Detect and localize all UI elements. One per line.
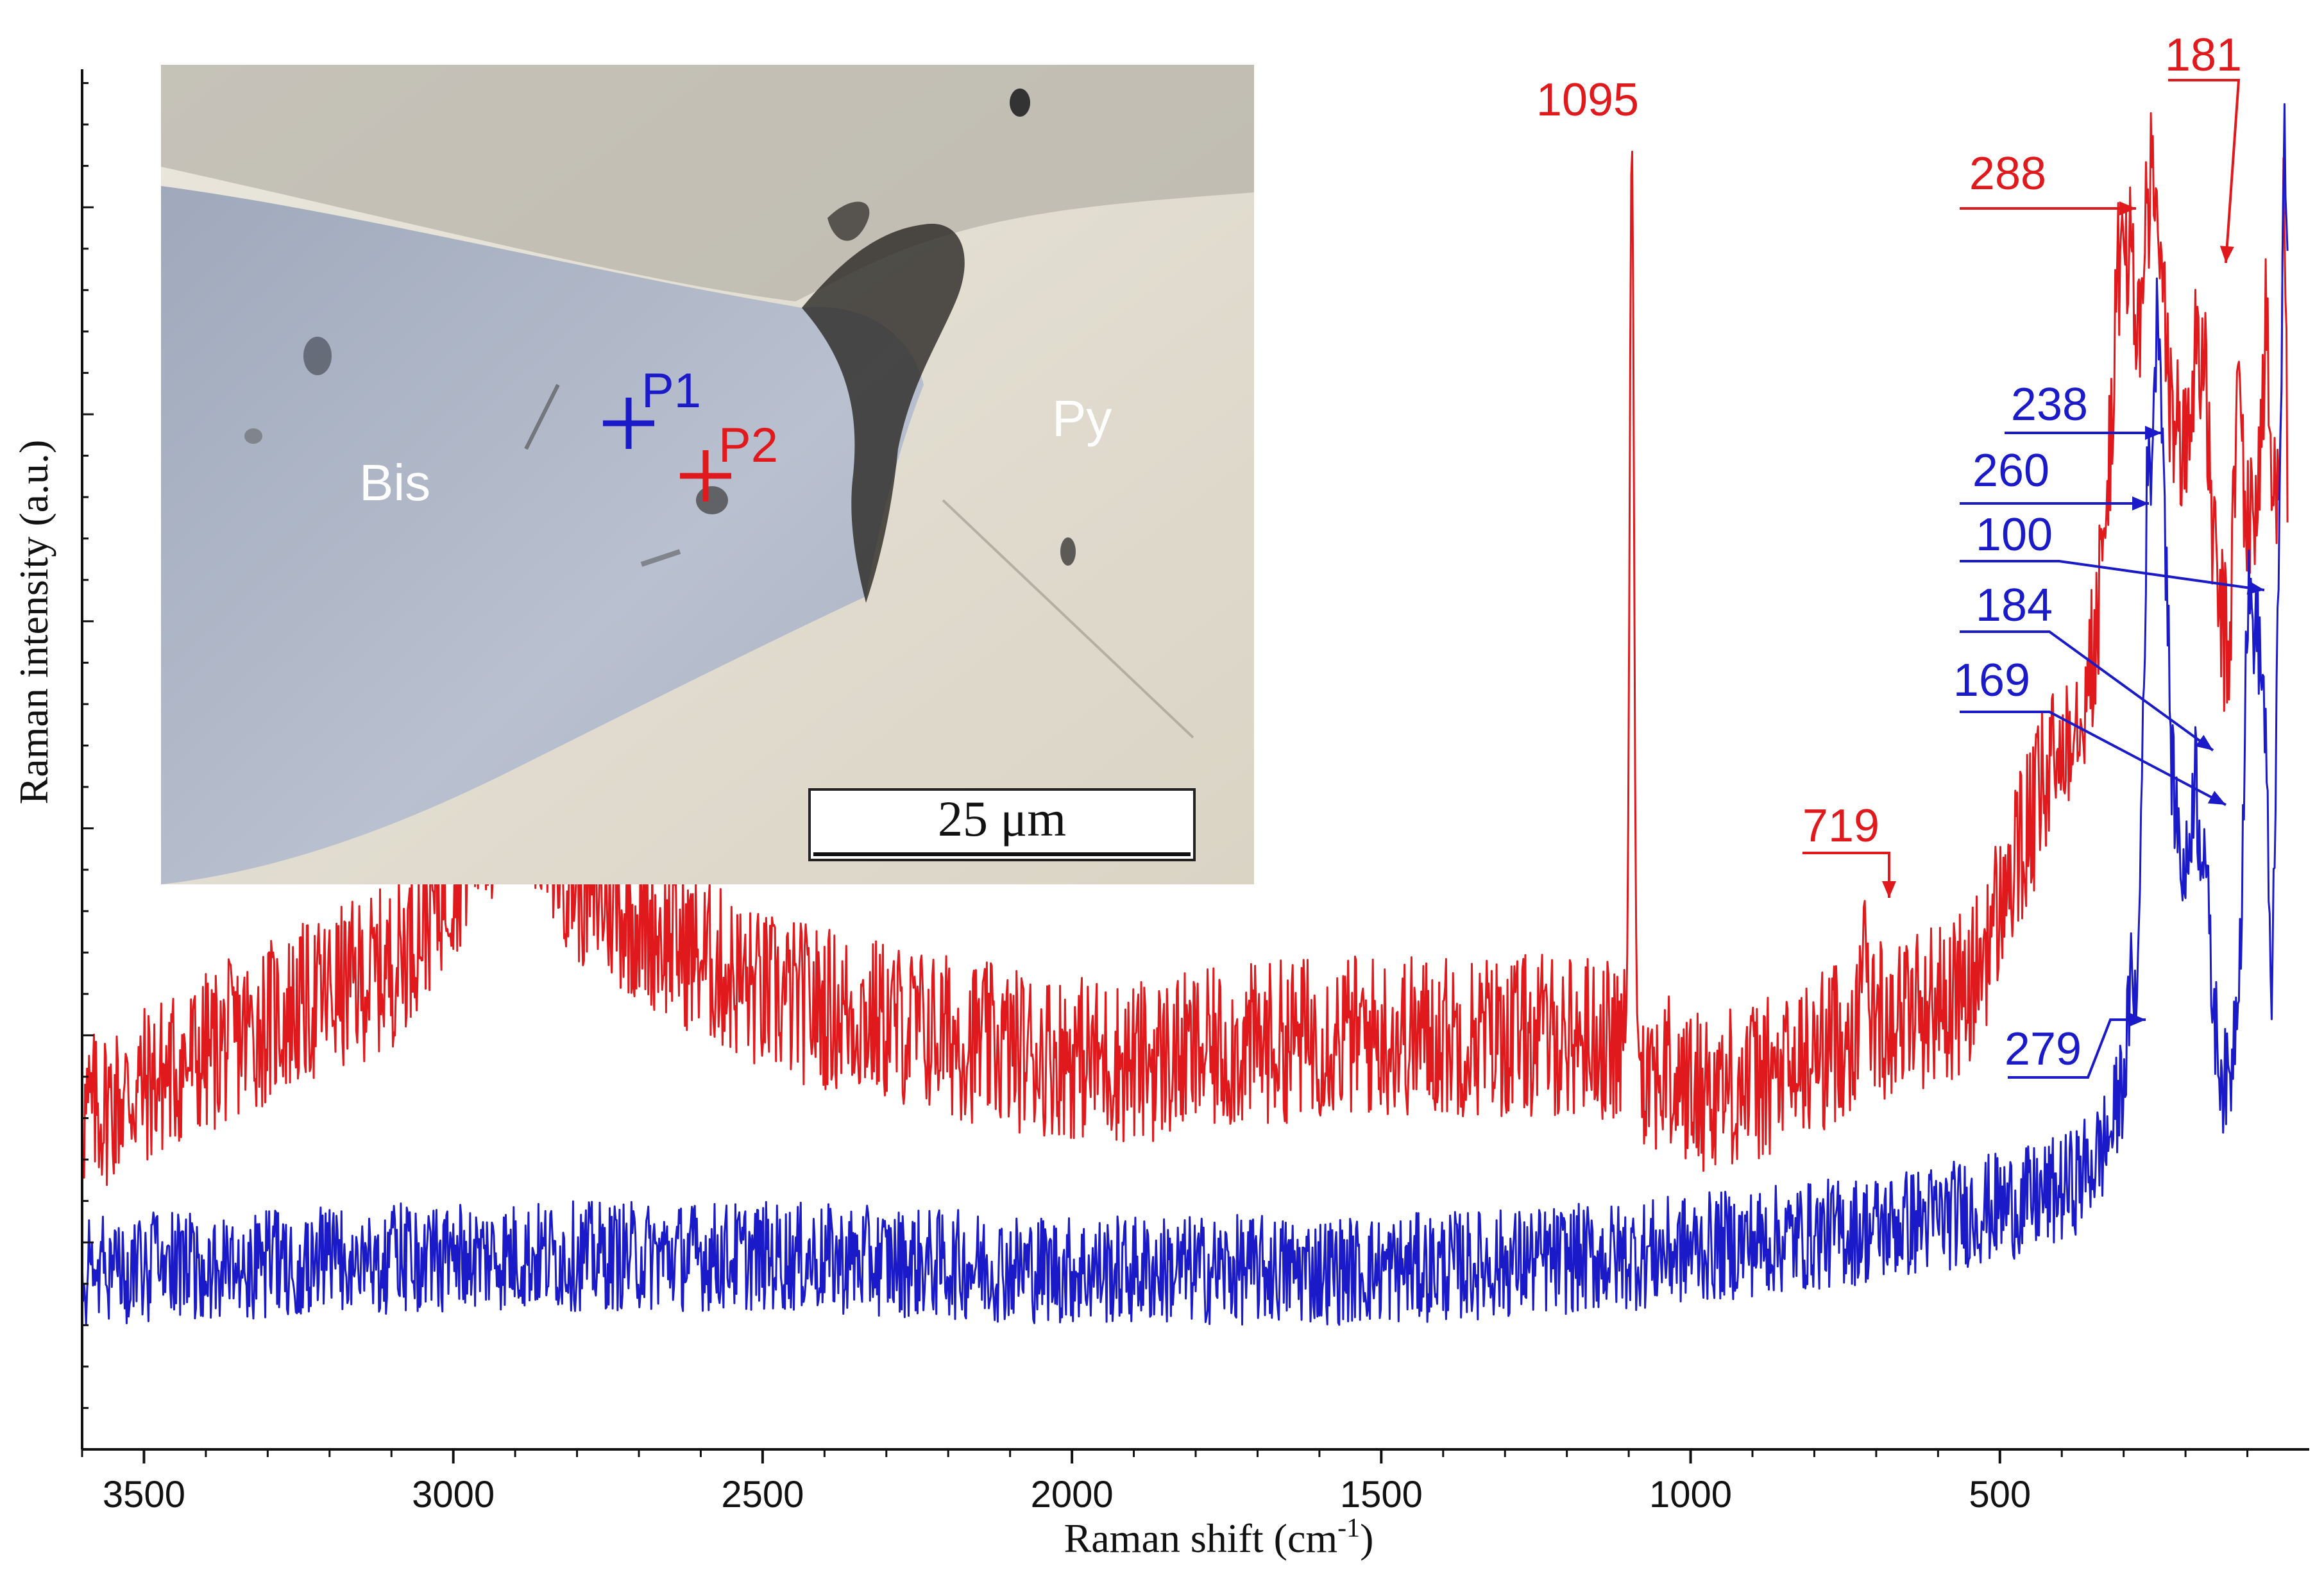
x-tick-label: 500 [1969,1474,2031,1515]
annotation-label-181: 181 [2165,30,2242,81]
x-tick-label: 2000 [1031,1474,1114,1515]
annotation-arrowhead-260 [2132,496,2149,510]
p2-marker [680,450,731,502]
y-axis-label: Raman intensity (a.u.) [11,440,56,805]
annotation-label-100: 100 [1976,509,2053,561]
annotation-arrowhead-238 [2145,426,2162,440]
annotation-arrowhead-184 [2195,734,2213,750]
scale-bar-label: 25 μm [938,791,1066,847]
x-tick-label: 3500 [103,1474,185,1515]
inset-micrograph: Bis Py P1 P2 25 μm [161,65,1254,884]
x-ticks: 3500 3000 2500 2000 1500 1000 500 [81,1449,2249,1515]
inset-label-p2: P2 [718,418,778,473]
series-line-p1-blue [81,103,2289,1326]
inset-label-p1: P1 [641,364,701,418]
x-tick-label: 1000 [1649,1474,1732,1515]
annotation-arrowhead-279 [2129,1013,2146,1027]
annotation-arrowhead-719 [1882,881,1896,898]
inset-label-py: Py [1052,390,1112,447]
annotation-label-288: 288 [1969,148,2046,199]
x-axis-label: Raman shift (cm-1) [1064,1514,1374,1561]
annotation-leader-169 [1960,711,2226,806]
annotation-label-1095: 1095 [1536,74,1639,126]
annotation-arrowhead-100 [2246,580,2264,595]
x-tick-label: 2500 [721,1474,804,1515]
inset-label-bis: Bis [359,454,430,511]
y-ticks [82,82,94,1451]
annotation-label-719: 719 [1802,800,1879,852]
annotation-leader-100 [1960,560,2265,591]
peak-annotations: 1095 719 288 181 238 260 100 184 169 279 [1536,30,2265,1079]
annotation-label-184: 184 [1976,580,2053,631]
annotation-leader-181 [2168,79,2241,264]
annotation-arrowhead-169 [2207,791,2226,805]
x-tick-label: 3000 [412,1474,495,1515]
annotation-label-279: 279 [2005,1024,2082,1075]
series-line-p2-red [81,112,2289,1186]
annotation-label-260: 260 [1972,445,2049,496]
p1-marker [603,398,654,449]
annotation-leader-184 [1960,630,2214,752]
annotation-label-238: 238 [2011,379,2088,430]
x-tick-label: 1500 [1340,1474,1423,1515]
scale-bar: 25 μm [808,788,1196,861]
bis-grain [161,186,924,884]
series-layer [81,103,2289,1326]
annotation-leader-279 [2008,1018,2146,1079]
annotation-arrowhead-288 [2119,201,2136,215]
annotation-arrowhead-181 [2219,246,2234,263]
annotation-label-169: 169 [1953,655,2030,706]
